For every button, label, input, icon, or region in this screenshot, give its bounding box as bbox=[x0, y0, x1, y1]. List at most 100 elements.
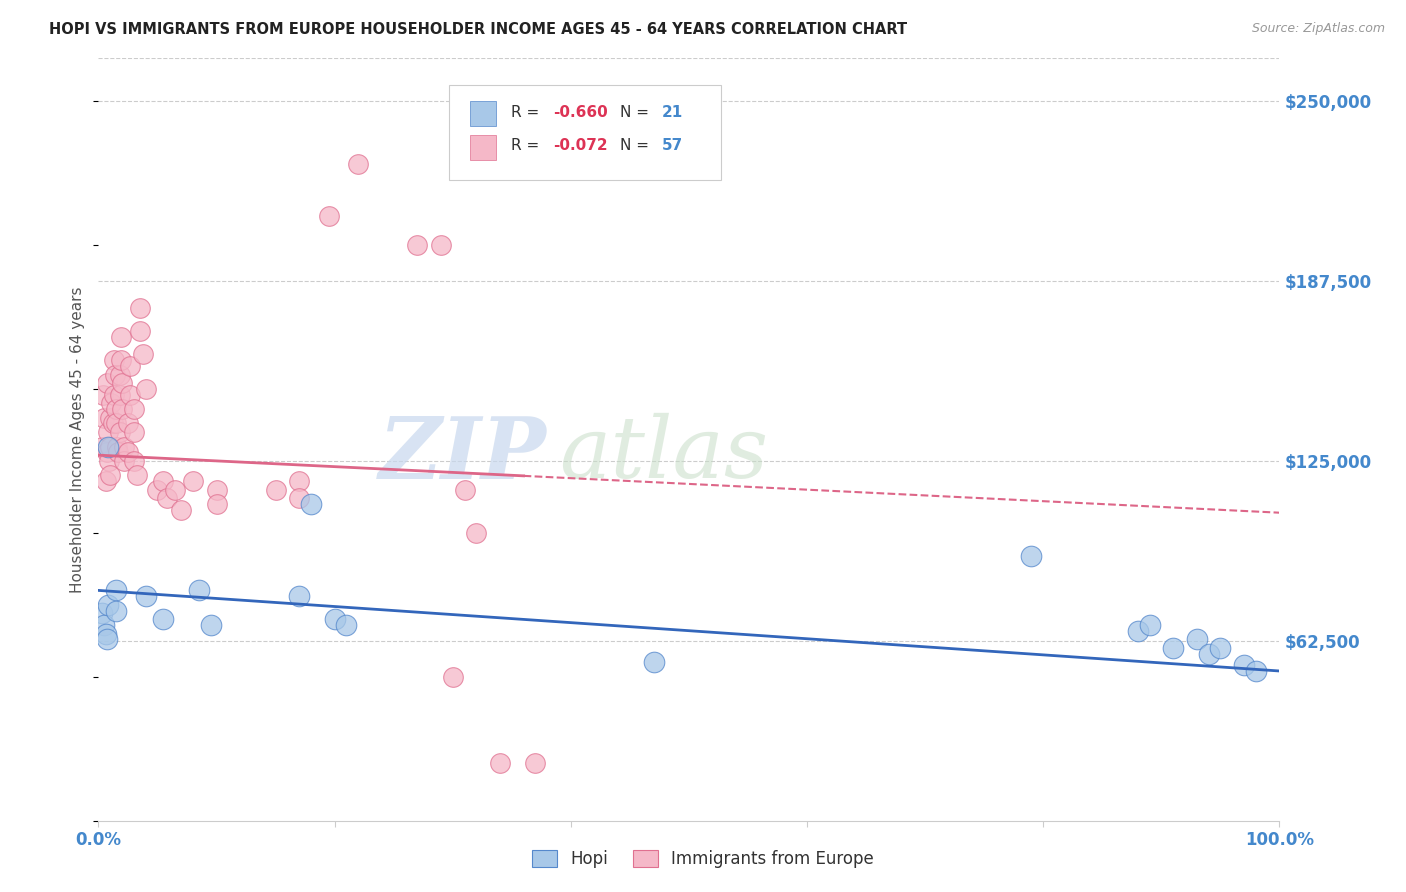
Text: -0.072: -0.072 bbox=[553, 138, 607, 153]
Text: 21: 21 bbox=[662, 104, 683, 120]
Point bbox=[453, 483, 475, 497]
Point bbox=[98, 440, 121, 454]
Point bbox=[110, 330, 132, 344]
Point bbox=[156, 491, 179, 506]
Point bbox=[108, 425, 131, 439]
Point bbox=[111, 376, 134, 391]
Point bbox=[108, 368, 131, 382]
Point bbox=[1021, 549, 1043, 563]
Point bbox=[430, 238, 453, 252]
Point bbox=[205, 483, 228, 497]
Point bbox=[318, 209, 340, 223]
Point bbox=[110, 353, 132, 368]
Point bbox=[91, 387, 114, 401]
Point bbox=[264, 483, 287, 497]
Point bbox=[100, 396, 122, 410]
Point bbox=[105, 583, 128, 598]
Point bbox=[1126, 624, 1149, 638]
Point bbox=[120, 359, 142, 373]
Point bbox=[103, 387, 125, 401]
Text: -0.660: -0.660 bbox=[553, 104, 607, 120]
Point bbox=[107, 445, 129, 459]
Point bbox=[288, 474, 311, 488]
Point bbox=[524, 756, 547, 770]
Point bbox=[406, 238, 429, 252]
FancyBboxPatch shape bbox=[471, 101, 496, 127]
Point bbox=[1161, 640, 1184, 655]
Point bbox=[122, 425, 145, 439]
Point bbox=[91, 440, 114, 454]
Point bbox=[135, 589, 157, 603]
Point bbox=[347, 157, 370, 171]
Point bbox=[323, 612, 346, 626]
FancyBboxPatch shape bbox=[471, 135, 496, 160]
Point bbox=[105, 417, 128, 431]
Point bbox=[1198, 647, 1220, 661]
Point bbox=[489, 756, 512, 770]
Point bbox=[93, 618, 115, 632]
Point bbox=[299, 497, 322, 511]
Point bbox=[152, 474, 174, 488]
Point bbox=[128, 301, 150, 316]
Text: Source: ZipAtlas.com: Source: ZipAtlas.com bbox=[1251, 22, 1385, 36]
Point bbox=[97, 425, 120, 439]
Point bbox=[441, 670, 464, 684]
FancyBboxPatch shape bbox=[449, 85, 721, 180]
Point bbox=[187, 583, 209, 598]
Point bbox=[91, 607, 114, 621]
Point bbox=[135, 382, 157, 396]
Point bbox=[111, 402, 134, 417]
Point bbox=[128, 325, 150, 339]
Point bbox=[465, 525, 488, 540]
Text: atlas: atlas bbox=[560, 413, 768, 496]
Point bbox=[117, 417, 139, 431]
Point bbox=[200, 618, 222, 632]
Point bbox=[96, 632, 118, 647]
Point bbox=[132, 347, 155, 361]
Point bbox=[104, 368, 127, 382]
Text: ZIP: ZIP bbox=[380, 413, 547, 496]
Point bbox=[335, 618, 357, 632]
Point bbox=[152, 612, 174, 626]
Point bbox=[165, 483, 187, 497]
Point bbox=[97, 440, 120, 454]
Point bbox=[205, 497, 228, 511]
Point bbox=[122, 402, 145, 417]
Point bbox=[98, 468, 121, 483]
Point bbox=[105, 440, 128, 454]
Point bbox=[288, 491, 311, 506]
Point bbox=[1185, 632, 1208, 647]
Point bbox=[288, 589, 311, 603]
Point bbox=[643, 656, 665, 670]
Point bbox=[97, 598, 120, 612]
Text: R =: R = bbox=[510, 104, 544, 120]
Point bbox=[96, 445, 118, 459]
Point bbox=[94, 626, 117, 640]
Point bbox=[1209, 640, 1232, 655]
Point bbox=[93, 410, 115, 425]
Point bbox=[117, 445, 139, 459]
Text: N =: N = bbox=[620, 104, 654, 120]
Point bbox=[122, 454, 145, 468]
Y-axis label: Householder Income Ages 45 - 64 years: Householder Income Ages 45 - 64 years bbox=[70, 286, 86, 592]
Point bbox=[1233, 658, 1256, 673]
Text: N =: N = bbox=[620, 138, 654, 153]
Point bbox=[181, 474, 204, 488]
Point bbox=[105, 603, 128, 617]
Text: HOPI VS IMMIGRANTS FROM EUROPE HOUSEHOLDER INCOME AGES 45 - 64 YEARS CORRELATION: HOPI VS IMMIGRANTS FROM EUROPE HOUSEHOLD… bbox=[49, 22, 907, 37]
Point bbox=[146, 483, 169, 497]
Point bbox=[98, 410, 121, 425]
Text: R =: R = bbox=[510, 138, 544, 153]
Point bbox=[94, 474, 117, 488]
Point bbox=[112, 440, 135, 454]
Point bbox=[120, 387, 142, 401]
Text: 57: 57 bbox=[662, 138, 683, 153]
Point bbox=[108, 387, 131, 401]
Point bbox=[1244, 664, 1267, 678]
Point bbox=[96, 376, 118, 391]
Point bbox=[112, 454, 135, 468]
Point bbox=[127, 468, 149, 483]
Point bbox=[98, 454, 121, 468]
Point bbox=[105, 402, 128, 417]
Point bbox=[101, 417, 124, 431]
